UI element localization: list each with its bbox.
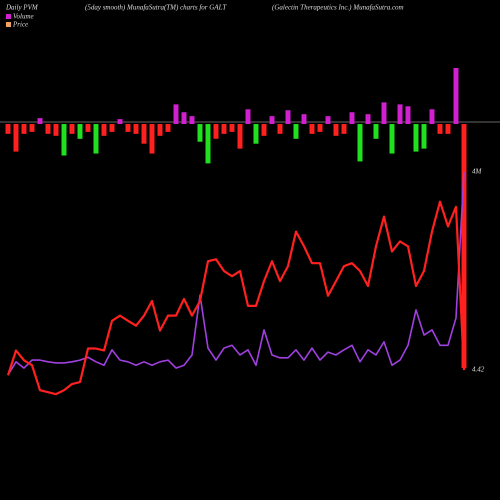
pvm-bar: [205, 124, 211, 164]
pvm-bar: [293, 124, 299, 139]
pvm-bar: [5, 124, 11, 134]
pvm-bar: [29, 124, 35, 132]
legend-label: Price: [12, 21, 28, 29]
pvm-bar: [37, 118, 43, 125]
pvm-bar: [389, 124, 395, 154]
pvm-bar: [437, 124, 443, 134]
chart-title: (5day smooth) MunafaSutra(TM) charts for…: [85, 4, 227, 12]
pvm-bar: [301, 114, 307, 125]
pvm-bar: [357, 124, 363, 162]
pvm-bar: [397, 104, 403, 125]
pvm-bar: [365, 114, 371, 125]
pvm-bar: [285, 110, 291, 125]
pvm-bar: [69, 124, 75, 134]
pvm-bar: [325, 116, 331, 125]
pvm-bar: [125, 124, 131, 132]
pvm-bar: [237, 124, 243, 149]
pvm-bar: [261, 124, 267, 136]
series-line: [7, 171, 465, 376]
pvm-bar: [253, 124, 259, 144]
pvm-bar: [197, 124, 203, 142]
legend-swatch: [6, 14, 11, 19]
pvm-bar: [77, 124, 83, 139]
pvm-bar: [109, 124, 115, 132]
pvm-bar: [149, 124, 155, 154]
end-label: 4.42: [472, 366, 485, 374]
legend-swatch: [6, 22, 11, 27]
pvm-bar: [141, 124, 147, 144]
pvm-bar: [341, 124, 347, 134]
pvm-bar: [221, 124, 227, 134]
pvm-bar: [269, 116, 275, 125]
pvm-bar: [189, 116, 195, 125]
pvm-bar: [85, 124, 91, 132]
pvm-bar: [13, 124, 19, 152]
pvm-bar: [101, 124, 107, 136]
pvm-bar: [349, 112, 355, 125]
pvm-bar: [45, 124, 51, 134]
pvm-bar: [429, 109, 435, 125]
pvm-bar: [21, 124, 27, 134]
pvm-bar: [277, 124, 283, 134]
pvm-bar: [157, 124, 163, 136]
legend-label: Volume: [13, 13, 34, 21]
pvm-bar: [173, 104, 179, 125]
chart-subtitle: (Galectin Therapeutics Inc.) MunafaSutra…: [272, 4, 404, 12]
pvm-bar: [381, 102, 387, 125]
pvm-bar: [317, 124, 323, 132]
pvm-bar: [453, 67, 459, 125]
pvm-bar: [309, 124, 315, 134]
pvm-bar: [421, 124, 427, 149]
chart-label: Daily PVM: [5, 4, 39, 12]
pvm-bar: [61, 124, 67, 156]
pvm-bar: [165, 124, 171, 132]
pvm-bar: [373, 124, 379, 139]
pvm-bar: [117, 119, 123, 125]
pvm-bar: [333, 124, 339, 136]
pvm-bar: [445, 124, 451, 134]
pvm-bar: [213, 124, 219, 139]
series-line: [6, 200, 466, 396]
pvm-bar: [413, 124, 419, 152]
pvm-bar: [461, 124, 467, 369]
pvm-bar: [229, 124, 235, 132]
pvm-bar: [405, 106, 411, 125]
pvm-bar: [93, 124, 99, 154]
end-label: 4M: [472, 168, 483, 176]
pvm-bar: [245, 109, 251, 125]
pvm-bar: [181, 112, 187, 125]
pvm-bar: [133, 124, 139, 134]
pvm-bar: [53, 124, 59, 136]
